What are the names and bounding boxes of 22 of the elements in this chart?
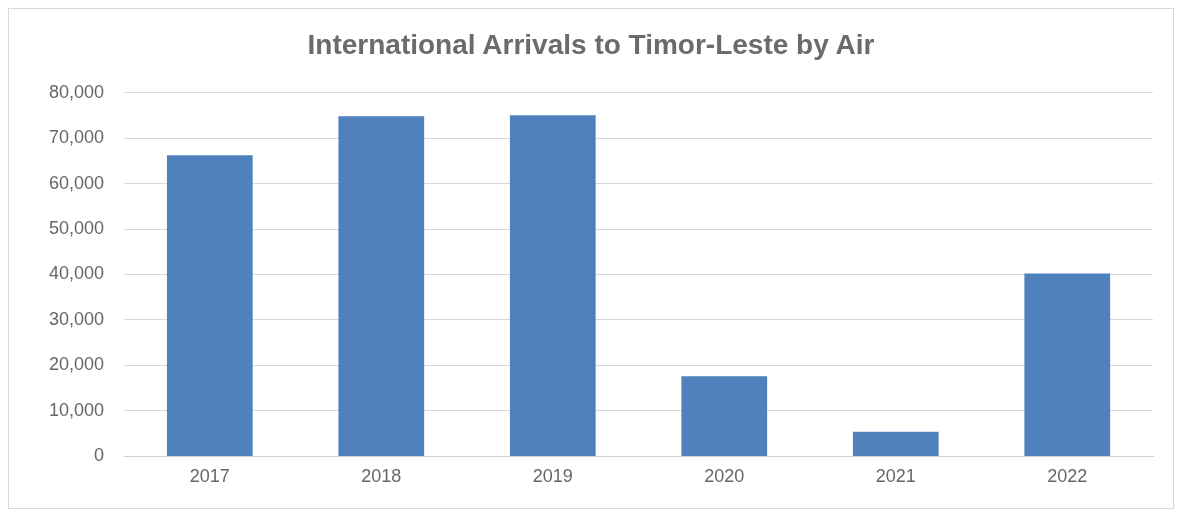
x-tick-label: 2022 bbox=[1047, 466, 1088, 487]
y-tick-label: 50,000 bbox=[48, 217, 105, 238]
x-tick-label: 2020 bbox=[704, 466, 745, 487]
bar bbox=[166, 155, 253, 456]
y-tick-label: 60,000 bbox=[48, 172, 105, 193]
y-tick-label: 30,000 bbox=[48, 308, 105, 329]
y-tick-label: 20,000 bbox=[48, 354, 105, 375]
bar bbox=[681, 376, 768, 456]
bar bbox=[509, 115, 596, 456]
y-tick-label: 10,000 bbox=[48, 399, 105, 420]
y-tick-label: 70,000 bbox=[48, 127, 105, 148]
y-tick-label: 80,000 bbox=[48, 81, 105, 102]
y-tick-label: 40,000 bbox=[48, 263, 105, 284]
x-tick-label: 2021 bbox=[875, 466, 916, 487]
x-tick-label: 2017 bbox=[189, 466, 230, 487]
bar bbox=[338, 116, 425, 456]
bar bbox=[1024, 273, 1111, 456]
x-tick-label: 2019 bbox=[532, 466, 573, 487]
chart-title: International Arrivals to Timor-Leste by Air bbox=[307, 28, 875, 60]
y-tick-label: 0 bbox=[94, 445, 105, 466]
x-tick-label: 2018 bbox=[361, 466, 402, 487]
bar bbox=[852, 431, 939, 456]
